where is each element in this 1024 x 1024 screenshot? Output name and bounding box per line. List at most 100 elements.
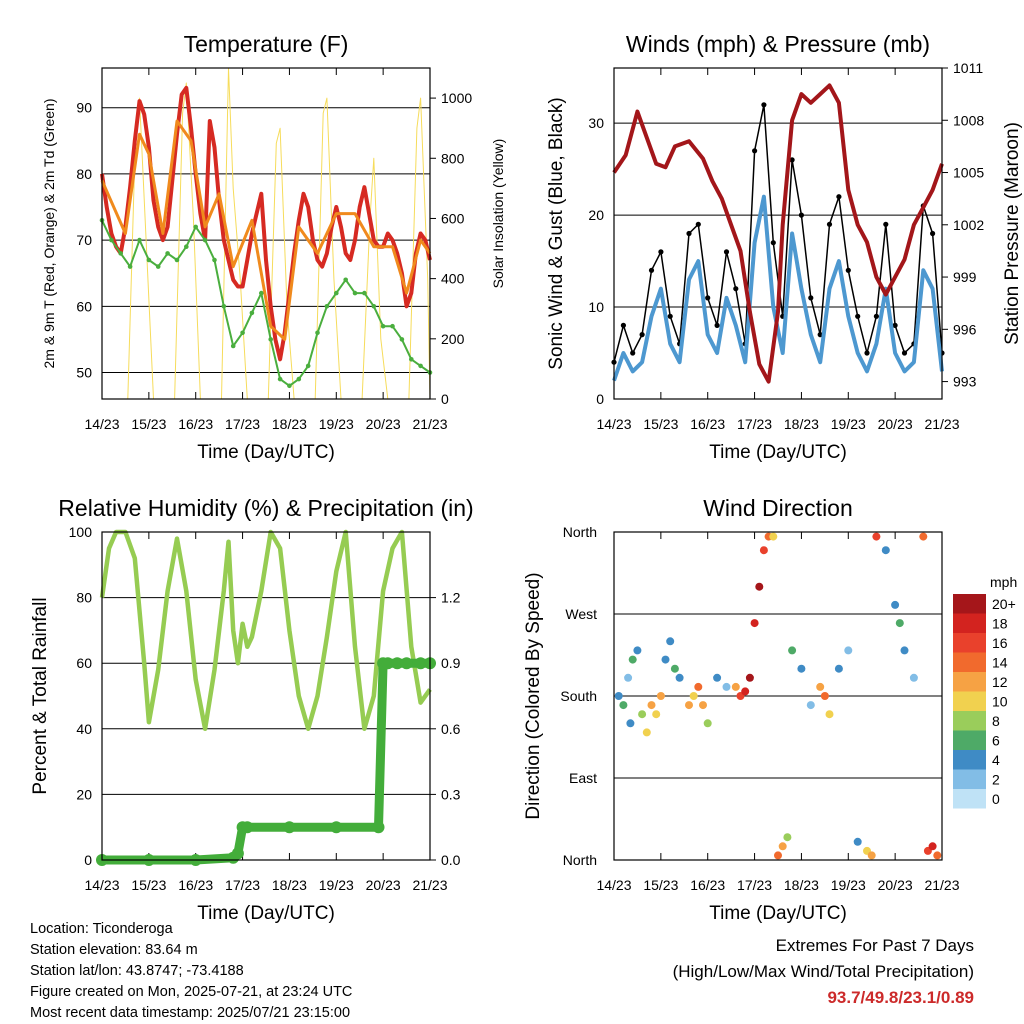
dewpoint-point xyxy=(127,264,133,269)
direction-point xyxy=(703,719,712,728)
legend-swatch xyxy=(953,672,986,692)
precip-point xyxy=(414,657,427,670)
temperature-ytick-label: 60 xyxy=(76,298,92,314)
wind_direction-xtick-label: 16/23 xyxy=(690,877,725,893)
dewpoint-point xyxy=(380,323,386,329)
temperature-ylabel: 2m & 9m T (Red, Orange) & 2m Td (Green) xyxy=(41,99,57,369)
dewpoint-point xyxy=(287,383,292,389)
dewpoint-point xyxy=(249,310,255,316)
winds-xtick-label: 18/23 xyxy=(784,416,819,432)
legend-label: 4 xyxy=(992,752,1000,768)
dewpoint-point xyxy=(221,304,227,309)
winds-y2tick-label: 993 xyxy=(953,374,977,390)
winds-y2tick-label: 996 xyxy=(953,321,977,337)
gust-point xyxy=(733,286,739,292)
gust-point xyxy=(686,230,692,237)
direction-point xyxy=(741,687,750,696)
direction-point xyxy=(670,664,679,673)
rh-ylabel: Percent & Total Rainfall xyxy=(30,597,51,794)
gust-point xyxy=(752,148,758,154)
direction-point xyxy=(656,692,665,700)
rh_precip-ytick-label: 20 xyxy=(76,786,92,802)
rh_precip-ytick-label: 100 xyxy=(69,524,93,540)
temperature-ytick-label: 70 xyxy=(76,232,92,248)
dewpoint-point xyxy=(390,323,395,329)
temperature-plot-frame xyxy=(101,67,431,400)
direction-point xyxy=(619,701,628,710)
direction-point xyxy=(666,637,675,646)
dewpoint-point xyxy=(109,237,114,243)
legend-label: 20+ xyxy=(992,596,1016,612)
dewpoint-point xyxy=(268,337,274,342)
dewpoint-point xyxy=(305,363,311,369)
dewpoint-point xyxy=(343,277,349,283)
precip-point xyxy=(283,821,296,834)
series-9m-t xyxy=(100,119,432,341)
direction-point xyxy=(895,619,904,628)
rh_precip-title: Relative Humidity (%) & Precipitation (i… xyxy=(58,495,473,521)
gust-point xyxy=(930,230,936,237)
dewpoint-point xyxy=(296,376,302,382)
winds-plot-frame xyxy=(613,67,943,400)
temperature-xtick-label: 19/23 xyxy=(319,416,354,432)
temperature-xtick-label: 18/23 xyxy=(272,416,307,432)
dewpoint-point xyxy=(240,330,245,336)
precip-point xyxy=(391,657,404,670)
dewpoint-point xyxy=(324,304,330,309)
extremes-subtitle: (High/Low/Max Wind/Total Precipitation) xyxy=(672,962,974,981)
direction-point xyxy=(652,710,661,719)
temperature-y2label: Solar Insolation (Yellow) xyxy=(490,139,506,289)
gust-point xyxy=(873,313,880,319)
legend-label: 8 xyxy=(992,713,1000,729)
direction-point xyxy=(759,546,768,555)
direction-point xyxy=(774,851,782,860)
recent-timestamp: Most recent data timestamp: 2025/07/21 2… xyxy=(30,1005,351,1021)
winds-xtick-label: 17/23 xyxy=(737,416,772,432)
direction-point xyxy=(797,664,806,673)
wind_direction-plot-frame xyxy=(613,531,943,861)
gust-point xyxy=(723,249,730,255)
dewpoint-point xyxy=(362,290,367,296)
dewpoint-point xyxy=(259,290,264,296)
winds-y2tick-label: 1008 xyxy=(953,112,984,128)
dewpoint-point xyxy=(184,244,189,249)
gust-point xyxy=(798,212,805,218)
temperature-y2tick-label: 1000 xyxy=(441,90,472,106)
winds-y2tick-label: 999 xyxy=(953,269,977,285)
wind_direction-xtick-label: 19/23 xyxy=(831,877,866,893)
legend-label: 10 xyxy=(992,694,1008,710)
direction-point xyxy=(900,646,909,655)
direction-point xyxy=(722,682,731,691)
rh_precip-xlabel: Time (Day/UTC) xyxy=(197,903,335,924)
direction-point xyxy=(628,655,637,664)
gust-point xyxy=(648,267,655,273)
temperature-ytick-label: 50 xyxy=(76,365,92,381)
rh_precip-ytick-label: 80 xyxy=(76,590,92,606)
wind_direction-xtick-label: 15/23 xyxy=(643,877,678,893)
direction-point xyxy=(689,692,698,700)
temperature-xtick-label: 14/23 xyxy=(84,416,119,432)
direction-point xyxy=(834,664,843,673)
gust-point xyxy=(658,249,664,255)
rh_precip-ytick-label: 0 xyxy=(84,852,92,868)
winds-y2tick-label: 1005 xyxy=(953,165,984,181)
series-sonic-wind xyxy=(612,194,944,382)
direction-point xyxy=(731,682,740,691)
direction-point xyxy=(783,833,792,842)
winds-xtick-label: 20/23 xyxy=(878,416,913,432)
direction-point xyxy=(928,842,937,851)
direction-point xyxy=(694,682,703,691)
winds-xtick-label: 21/23 xyxy=(924,416,959,432)
legend-swatch xyxy=(953,769,986,789)
direction-point xyxy=(853,837,862,846)
rh_precip-xtick-label: 19/23 xyxy=(319,877,354,893)
winds-ytick-label: 0 xyxy=(596,391,604,407)
winds-ylabel: Sonic Wind & Gust (Blue, Black) xyxy=(546,97,567,369)
direction-point xyxy=(633,646,642,655)
temperature-y2tick-label: 600 xyxy=(441,210,465,226)
rh_precip-xtick-label: 16/23 xyxy=(178,877,213,893)
direction-point xyxy=(713,673,722,682)
winds-xlabel: Time (Day/UTC) xyxy=(709,442,847,463)
direction-point xyxy=(626,719,635,728)
gust-point xyxy=(817,332,823,338)
